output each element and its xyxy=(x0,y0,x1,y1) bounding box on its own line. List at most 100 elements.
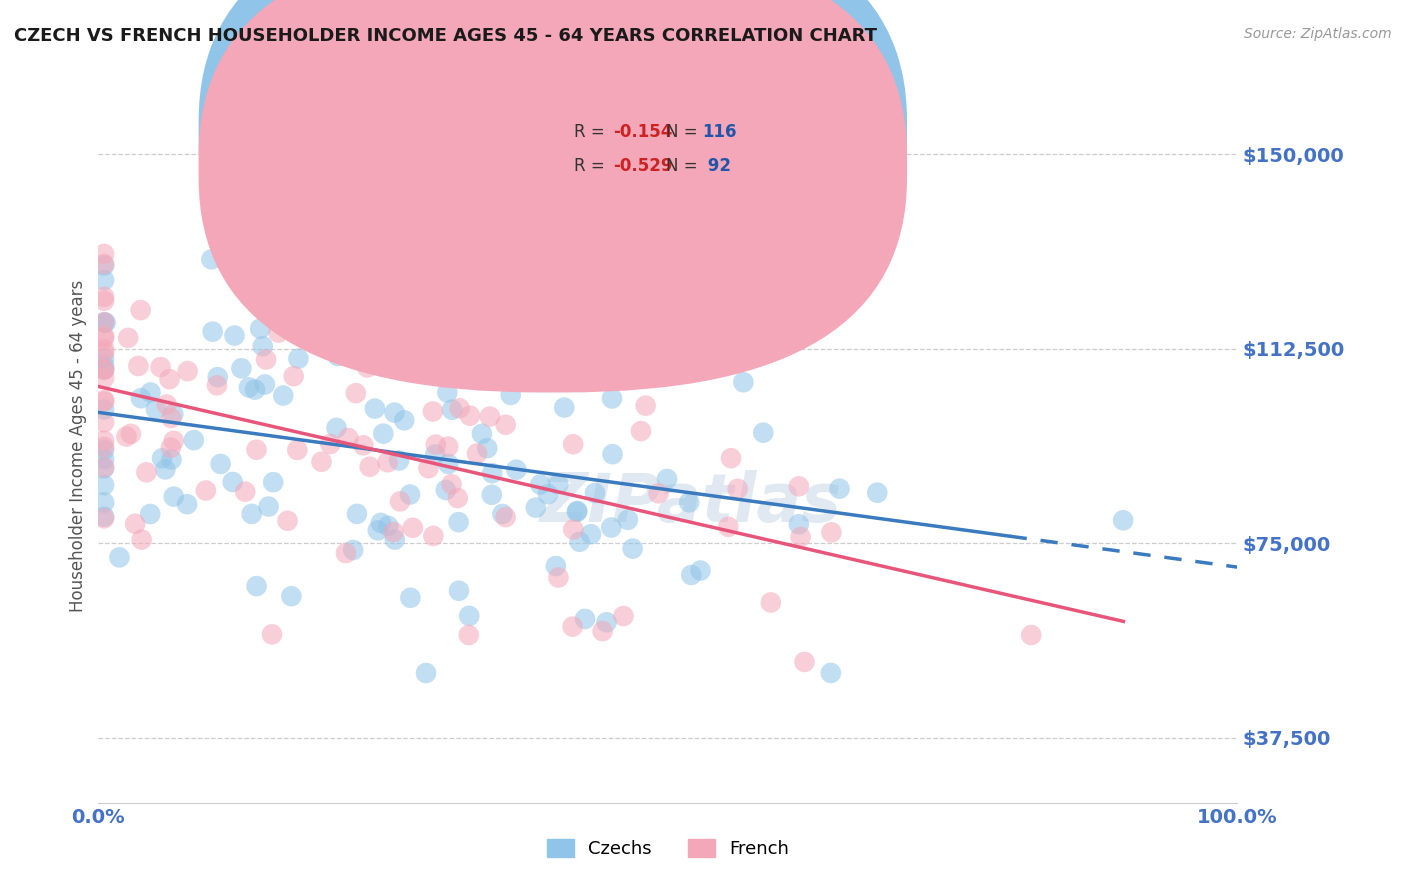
Point xyxy=(449,401,471,416)
Point xyxy=(163,490,186,504)
Legend: Czechs, French: Czechs, French xyxy=(540,831,796,865)
Point xyxy=(388,453,411,467)
Text: Source: ZipAtlas.com: Source: ZipAtlas.com xyxy=(1244,27,1392,41)
Point xyxy=(93,257,115,271)
Point xyxy=(183,433,205,447)
Point xyxy=(423,367,446,381)
Point xyxy=(346,507,368,521)
Point xyxy=(155,462,177,476)
Point xyxy=(820,665,842,680)
Point xyxy=(617,513,640,527)
Text: N =: N = xyxy=(665,157,703,175)
Point xyxy=(160,411,183,425)
Text: ZIPatlas: ZIPatlas xyxy=(540,470,842,536)
Point xyxy=(262,475,284,490)
Point xyxy=(249,321,271,335)
Point xyxy=(679,335,702,350)
Point xyxy=(787,479,810,493)
Point xyxy=(257,500,280,514)
Point xyxy=(399,487,422,501)
Point xyxy=(418,461,440,475)
Point xyxy=(1112,513,1135,527)
Point xyxy=(689,564,711,578)
Point xyxy=(582,334,605,349)
Point xyxy=(93,290,115,304)
Point xyxy=(364,401,387,416)
Point xyxy=(139,385,162,400)
Point xyxy=(93,394,115,409)
Point xyxy=(458,409,481,423)
Point xyxy=(93,351,115,366)
Point xyxy=(93,511,115,525)
Point xyxy=(342,543,364,558)
Point xyxy=(205,378,228,392)
Point xyxy=(252,339,274,353)
Point xyxy=(93,371,115,385)
Point xyxy=(245,442,267,457)
Point xyxy=(553,401,575,415)
Point xyxy=(93,460,115,475)
Point xyxy=(117,331,139,345)
Point xyxy=(457,628,479,642)
Point xyxy=(337,431,360,445)
Point xyxy=(866,485,889,500)
Point xyxy=(499,388,522,402)
Point xyxy=(131,533,153,547)
Point xyxy=(160,452,183,467)
Point xyxy=(364,332,387,346)
Point xyxy=(558,341,581,355)
Point xyxy=(283,369,305,384)
Point xyxy=(344,386,367,401)
Point xyxy=(145,402,167,417)
Point xyxy=(612,609,634,624)
Point xyxy=(422,529,444,543)
Point xyxy=(568,534,591,549)
Point xyxy=(537,487,560,501)
Point xyxy=(260,627,283,641)
Point xyxy=(425,448,447,462)
Point xyxy=(681,568,703,582)
Point xyxy=(547,477,569,491)
Point xyxy=(1019,628,1042,642)
Point xyxy=(326,349,349,363)
Point xyxy=(434,483,457,497)
Point xyxy=(401,329,423,343)
Point xyxy=(562,437,585,451)
Point xyxy=(478,409,501,424)
Point xyxy=(495,417,517,432)
Point xyxy=(156,397,179,411)
Point xyxy=(245,579,267,593)
Point xyxy=(415,666,437,681)
FancyBboxPatch shape xyxy=(526,107,787,200)
Point xyxy=(93,416,115,430)
Point xyxy=(505,463,527,477)
Point xyxy=(94,316,117,330)
Point xyxy=(93,359,115,373)
Point xyxy=(93,440,115,454)
Point xyxy=(124,516,146,531)
Point xyxy=(634,399,657,413)
Point xyxy=(602,359,624,373)
Point xyxy=(150,451,173,466)
Point xyxy=(224,328,246,343)
Point xyxy=(592,624,614,639)
Point xyxy=(93,509,115,524)
Point xyxy=(447,491,470,505)
FancyBboxPatch shape xyxy=(198,0,907,359)
Point xyxy=(441,402,464,417)
Point xyxy=(370,516,392,530)
Point xyxy=(93,442,115,457)
Point xyxy=(440,477,463,491)
Point xyxy=(176,364,198,378)
Point xyxy=(319,437,342,451)
Point xyxy=(160,441,183,455)
Point xyxy=(447,583,470,598)
Point xyxy=(377,519,399,533)
Point xyxy=(93,478,115,492)
Point xyxy=(370,275,392,289)
Point xyxy=(436,385,458,400)
Point xyxy=(356,360,378,375)
Point xyxy=(93,247,115,261)
Point xyxy=(162,407,184,421)
Point xyxy=(394,413,416,427)
